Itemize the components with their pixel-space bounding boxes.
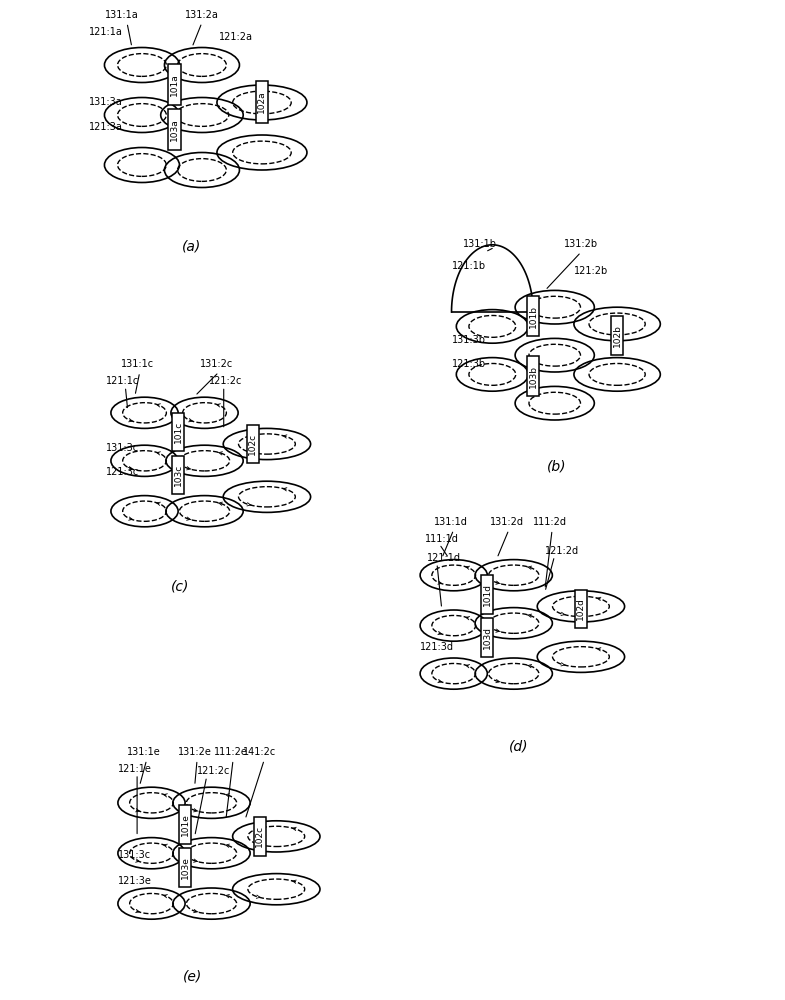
FancyBboxPatch shape (246, 425, 258, 463)
Text: 103b: 103b (528, 365, 538, 388)
Text: 131:3b: 131:3b (451, 335, 486, 345)
FancyBboxPatch shape (168, 64, 181, 105)
Text: 121:2b: 121:2b (574, 266, 608, 276)
Text: 102d: 102d (576, 597, 586, 620)
Text: 111:2e: 111:2e (214, 747, 247, 757)
Text: (d): (d) (509, 739, 528, 753)
Text: 103a: 103a (170, 118, 179, 141)
Text: 131:1e: 131:1e (127, 747, 161, 757)
Text: (e): (e) (183, 969, 202, 983)
FancyBboxPatch shape (179, 848, 191, 887)
Text: 121:1a: 121:1a (89, 27, 123, 37)
Text: 131:3c: 131:3c (106, 443, 139, 453)
Text: 102a: 102a (257, 91, 266, 113)
Text: 101d: 101d (483, 583, 492, 606)
Text: 102b: 102b (612, 324, 622, 347)
Text: 131:2a: 131:2a (185, 9, 219, 19)
Text: 101c: 101c (173, 421, 183, 443)
FancyBboxPatch shape (254, 817, 265, 856)
Text: 131:2b: 131:2b (564, 239, 598, 249)
Text: 103d: 103d (483, 626, 492, 649)
FancyBboxPatch shape (179, 805, 191, 844)
FancyBboxPatch shape (481, 618, 493, 657)
Text: 102c: 102c (248, 433, 257, 455)
Text: 141:2c: 141:2c (243, 747, 276, 757)
Text: 121:3a: 121:3a (89, 122, 123, 132)
Text: 131:1b: 131:1b (463, 239, 498, 249)
Text: 121:3e: 121:3e (118, 876, 152, 886)
Text: 121:2c: 121:2c (197, 766, 231, 776)
FancyBboxPatch shape (481, 575, 493, 614)
Text: 131:3c: 131:3c (118, 850, 151, 860)
Text: 121:3c: 121:3c (106, 467, 140, 477)
Text: 131:2c: 131:2c (200, 359, 233, 369)
Text: 121:3b: 121:3b (451, 359, 486, 369)
Text: 111:2d: 111:2d (533, 517, 567, 527)
Text: (c): (c) (171, 579, 190, 593)
Text: 103e: 103e (181, 856, 190, 879)
Text: 101a: 101a (170, 73, 179, 96)
FancyBboxPatch shape (172, 413, 184, 451)
Text: 101b: 101b (528, 305, 538, 328)
Text: 121:1d: 121:1d (427, 553, 462, 563)
Text: 121:2c: 121:2c (210, 376, 243, 386)
Text: 121:2a: 121:2a (220, 32, 254, 42)
Text: 111:1d: 111:1d (425, 534, 458, 544)
FancyBboxPatch shape (527, 296, 539, 336)
Text: 103c: 103c (173, 464, 183, 486)
FancyBboxPatch shape (612, 316, 623, 355)
Text: 131:1c: 131:1c (121, 359, 154, 369)
Text: 131:2e: 131:2e (177, 747, 212, 757)
FancyBboxPatch shape (256, 81, 268, 122)
Text: 121:1e: 121:1e (118, 764, 152, 774)
Text: 121:3d: 121:3d (420, 642, 455, 652)
FancyBboxPatch shape (168, 109, 181, 150)
Text: 121:1c: 121:1c (106, 376, 140, 386)
Text: (a): (a) (182, 239, 202, 253)
FancyBboxPatch shape (575, 590, 587, 628)
Text: 131:1a: 131:1a (105, 9, 139, 19)
Text: 131:1d: 131:1d (434, 517, 469, 527)
Text: 121:2d: 121:2d (545, 546, 579, 556)
Text: 101e: 101e (181, 813, 190, 836)
Text: 121:1b: 121:1b (451, 261, 486, 271)
FancyBboxPatch shape (527, 356, 539, 396)
FancyBboxPatch shape (172, 456, 184, 494)
Text: 102c: 102c (255, 825, 264, 847)
Text: 131:2d: 131:2d (490, 517, 524, 527)
Text: 131:3a: 131:3a (89, 97, 123, 107)
Text: (b): (b) (547, 459, 567, 473)
